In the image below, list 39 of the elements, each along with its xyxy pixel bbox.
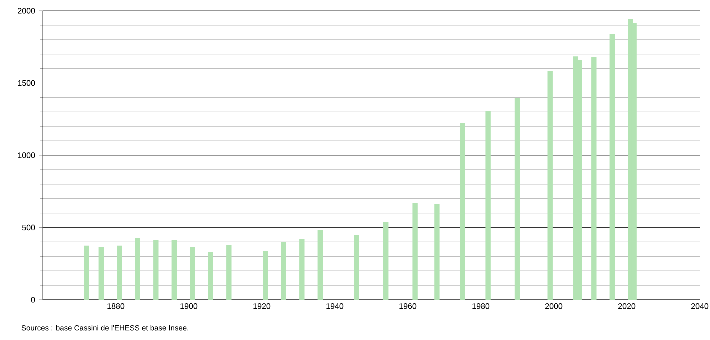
bar bbox=[576, 60, 582, 300]
x-tick-label: 2020 bbox=[618, 304, 636, 310]
bar bbox=[486, 110, 491, 300]
x-tick-label: 1940 bbox=[326, 304, 344, 310]
bar bbox=[190, 246, 196, 300]
bar bbox=[172, 240, 177, 300]
bar bbox=[610, 34, 616, 300]
bar bbox=[208, 252, 214, 300]
bar bbox=[300, 239, 305, 300]
x-tick-label: 2040 bbox=[692, 304, 709, 310]
x-tick-label: 1900 bbox=[180, 304, 198, 310]
bar bbox=[434, 204, 440, 300]
bar bbox=[632, 22, 637, 300]
bar bbox=[548, 70, 553, 300]
bar bbox=[98, 246, 104, 300]
x-tick-label: 1960 bbox=[400, 304, 417, 310]
bar bbox=[154, 240, 159, 300]
bar bbox=[135, 238, 140, 300]
bar bbox=[263, 251, 268, 300]
bar bbox=[226, 245, 232, 300]
x-tick-label: 1920 bbox=[254, 304, 271, 310]
y-tick-label: 0 bbox=[31, 297, 36, 303]
bar bbox=[84, 246, 90, 300]
bar bbox=[514, 98, 520, 300]
x-tick-label: 2000 bbox=[546, 304, 563, 310]
y-tick-label: 1500 bbox=[18, 80, 36, 86]
bar bbox=[354, 234, 360, 300]
bar bbox=[384, 222, 389, 300]
y-tick-label: 2000 bbox=[18, 8, 36, 14]
x-tick-label: 1880 bbox=[108, 304, 125, 310]
y-tick-label: 1000 bbox=[18, 152, 36, 158]
bar bbox=[318, 230, 324, 300]
bar bbox=[117, 246, 122, 300]
x-tick-label: 1980 bbox=[472, 304, 490, 310]
y-tick-label: 500 bbox=[22, 224, 36, 231]
bar bbox=[592, 57, 597, 300]
bar bbox=[412, 203, 418, 300]
bar bbox=[281, 242, 287, 300]
bar bbox=[460, 122, 466, 300]
